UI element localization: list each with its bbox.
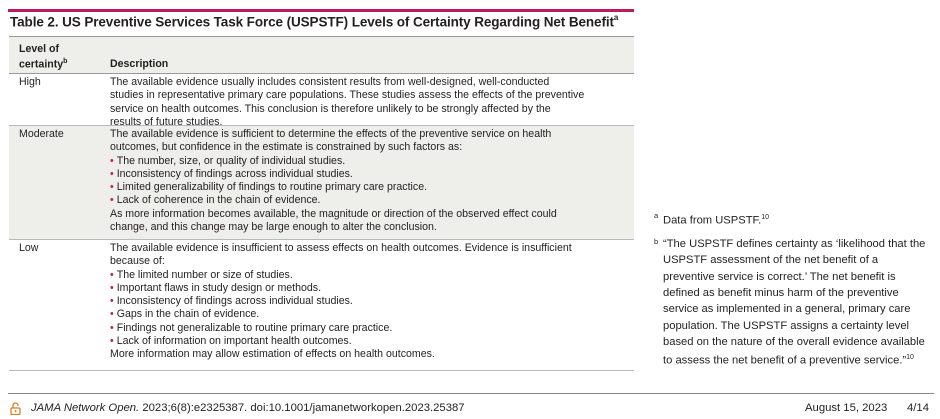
bullet-text: Important flaws in study design or metho…: [116, 281, 322, 294]
description-cell: The available evidence usually includes …: [110, 76, 625, 129]
bullet-item: • Findings not generalizable to routine p…: [110, 322, 625, 335]
bullet-item: • Lack of coherence in the chain of evide…: [110, 194, 625, 207]
desc-line: studies in representative primary care p…: [110, 89, 585, 102]
title-accent-rule: [8, 9, 634, 12]
level-cell: High: [19, 76, 41, 88]
desc-line: outcomes, but confidence in the estimate…: [110, 141, 463, 154]
header-description: Description: [110, 58, 169, 70]
bullet-text: Inconsistency of findings across individ…: [116, 167, 353, 180]
desc-line: results of future studies.: [110, 115, 223, 128]
bullet-text: Lack of coherence in the chain of eviden…: [116, 194, 321, 207]
journal-name: JAMA Network Open.: [31, 402, 140, 414]
reference-number: 10: [906, 354, 914, 362]
description-cell: The available evidence is insufficient t…: [110, 242, 625, 362]
bullet-icon: •: [110, 335, 114, 348]
bullet-icon: •: [110, 281, 114, 294]
open-access-lock-icon: [10, 402, 21, 415]
desc-line: The available evidence usually includes …: [110, 76, 550, 88]
bullet-text: Lack of information on important health …: [116, 335, 352, 348]
footnote-line: population. The USPSTF assigns a certain…: [663, 319, 910, 332]
bullet-icon: •: [110, 268, 114, 281]
header-level-label: Level of certainty: [19, 43, 64, 71]
bullet-text: The limited number or size of studies.: [116, 268, 293, 281]
footnote-line: defined as benefit minus harm of the pre…: [663, 286, 899, 299]
header-level-footnote-mark: b: [63, 57, 68, 65]
page-footer: JAMA Network Open. 2023;6(8):e2325387. d…: [10, 401, 936, 417]
table-header: Level of certaintyb Description: [9, 36, 634, 74]
citation: JAMA Network Open. 2023;6(8):e2325387. d…: [31, 402, 465, 414]
bullet-item: • Important flaws in study design or meth…: [110, 282, 625, 295]
desc-line: The available evidence is sufficient to …: [110, 128, 552, 140]
table-row-moderate: Moderate The available evidence is suffi…: [9, 126, 634, 240]
footnote-line: based on the nature of the overall evide…: [663, 335, 925, 348]
bullet-icon: •: [110, 308, 114, 321]
footnote-b: b “The USPSTF defines certainty as ‘like…: [654, 236, 936, 369]
bullet-text: Inconsistency of findings across individ…: [116, 295, 353, 308]
desc-line: As more information becomes available, t…: [110, 207, 557, 220]
bullet-text: Gaps in the chain of evidence.: [116, 308, 260, 321]
bullet-text: Limited generalizability of findings to …: [116, 181, 428, 194]
footnote-line: to assess the net benefit of a preventiv…: [663, 350, 936, 369]
desc-line: service on health outcomes. This conclus…: [110, 102, 551, 115]
bullet-item: • Gaps in the chain of evidence.: [110, 308, 625, 321]
level-cell: Low: [19, 242, 39, 254]
desc-line: The available evidence is insufficient t…: [110, 242, 572, 254]
footnote-line-text: to assess the net benefit of a preventiv…: [663, 354, 907, 367]
publication-date: August 15, 2023: [805, 402, 888, 414]
citation-details: 2023;6(8):e2325387. doi:10.1001/jamanetw…: [139, 402, 465, 414]
certainty-table: Level of certaintyb Description High The…: [9, 36, 634, 371]
bullet-icon: •: [110, 321, 114, 334]
description-cell: The available evidence is sufficient to …: [110, 128, 625, 234]
footnote-text: Data from USPSTF.: [663, 214, 762, 227]
footnote-line: service as implemented in a general, pri…: [663, 303, 911, 316]
footnote-a: a Data from USPSTF.10: [654, 210, 936, 229]
bullet-icon: •: [110, 154, 114, 167]
bullet-icon: •: [110, 295, 114, 308]
footnote-line: preventive service is correct.’ The net …: [663, 270, 896, 283]
table-row-low: Low The available evidence is insufficie…: [9, 240, 634, 371]
bullet-icon: •: [110, 194, 114, 207]
bullet-item: • Inconsistency of findings across indivi…: [110, 295, 625, 308]
bullet-text: Findings not generalizable to routine pr…: [116, 321, 393, 334]
footnote-line: USPSTF assessment of the net benefit of …: [663, 254, 879, 267]
bullet-icon: •: [110, 167, 114, 180]
footnote-mark: b: [654, 237, 659, 247]
bullet-item: • Lack of information on important health…: [110, 335, 625, 348]
reference-number: 10: [761, 214, 770, 221]
page-number: 4/14: [907, 402, 929, 414]
footnote-line: “The USPSTF defines certainty as ‘likeli…: [663, 238, 926, 251]
level-cell: Moderate: [19, 128, 64, 140]
bullet-item: • Limited generalizability of findings to…: [110, 181, 625, 194]
bullet-text: The number, size, or quality of individu…: [116, 154, 346, 167]
bullet-icon: •: [110, 181, 114, 194]
desc-line: change, and this change may be large eno…: [110, 221, 437, 234]
desc-line: because of:: [110, 255, 165, 268]
bullet-item: • The number, size, or quality of individ…: [110, 155, 625, 168]
table-title-text: Table 2. US Preventive Services Task For…: [10, 14, 614, 30]
bullet-item: • The limited number or size of studies.: [110, 269, 625, 282]
table-row-high: High The available evidence usually incl…: [9, 74, 634, 129]
footer-divider: [8, 393, 934, 394]
header-level: Level of certaintyb: [19, 43, 89, 71]
desc-line: More information may allow estimation of…: [110, 348, 435, 361]
table-title-footnote-mark: a: [613, 13, 619, 22]
bullet-item: • Inconsistency of findings across indivi…: [110, 168, 625, 181]
footnote-mark: a: [654, 211, 659, 220]
table-footnotes: a Data from USPSTF.10 b “The USPSTF defi…: [654, 210, 936, 376]
table-title: Table 2. US Preventive Services Task For…: [10, 13, 619, 30]
